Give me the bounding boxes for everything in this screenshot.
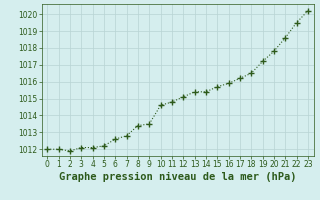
X-axis label: Graphe pression niveau de la mer (hPa): Graphe pression niveau de la mer (hPa) <box>59 172 296 182</box>
